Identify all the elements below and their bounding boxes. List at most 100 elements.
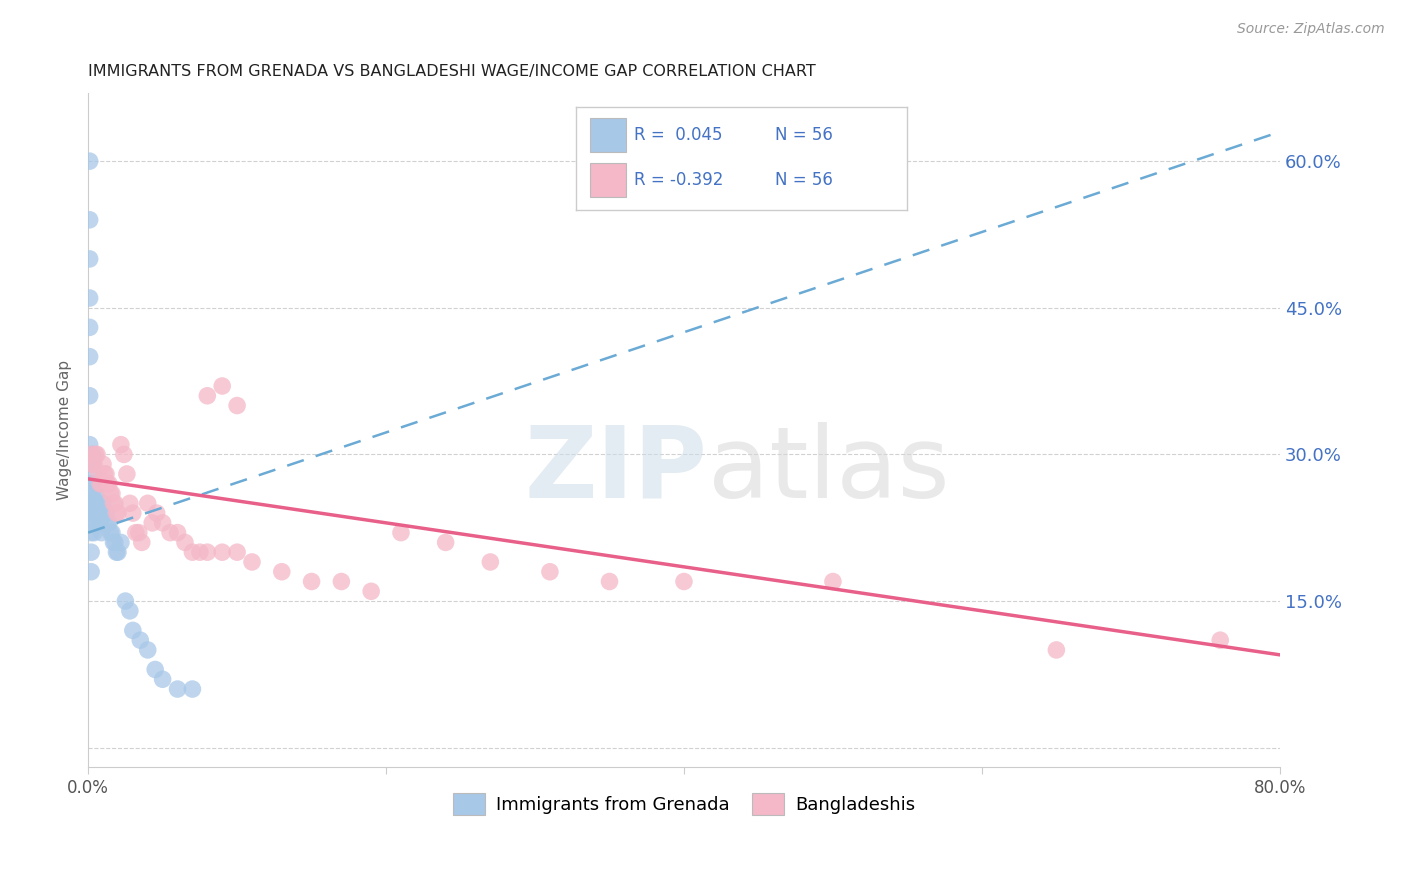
Point (90, 525, 112, 540)
Point (83, 525, 105, 540)
Point (83, 506, 105, 520)
Point (211, 545, 233, 559)
Point (91, 457, 114, 471)
Point (82, 476, 104, 491)
Point (118, 604, 141, 618)
Point (174, 535, 197, 549)
Point (538, 565, 561, 579)
Point (79, 350, 101, 364)
Point (90, 476, 112, 491)
Text: atlas: atlas (707, 422, 949, 519)
Point (80, 565, 103, 579)
Point (84, 486, 107, 500)
Point (80, 545, 103, 559)
Point (159, 525, 181, 540)
Point (1209, 633, 1232, 648)
Point (136, 496, 159, 510)
Point (195, 389, 218, 403)
Point (93, 467, 115, 481)
Point (79, 476, 101, 491)
Point (80, 447, 103, 461)
Point (80, 506, 103, 520)
Point (112, 447, 135, 461)
Point (110, 535, 132, 549)
Point (80, 516, 103, 530)
Point (145, 506, 167, 520)
Point (211, 379, 233, 393)
Point (240, 555, 263, 569)
Point (100, 525, 122, 540)
Point (89, 476, 111, 491)
Point (110, 437, 132, 451)
Point (141, 516, 163, 530)
Point (330, 574, 353, 589)
Point (80, 496, 103, 510)
Point (79, 320, 101, 334)
Point (100, 486, 122, 500)
Point (93, 506, 115, 520)
Point (479, 555, 502, 569)
Point (89, 516, 111, 530)
Point (86, 496, 108, 510)
Point (82, 457, 104, 471)
Point (82, 457, 104, 471)
Point (91, 496, 114, 510)
Point (79, 252, 101, 266)
Point (103, 496, 125, 510)
Point (195, 545, 218, 559)
Point (434, 535, 457, 549)
Point (96, 476, 118, 491)
Point (107, 545, 129, 559)
Y-axis label: Wage/Income Gap: Wage/Income Gap (58, 360, 72, 500)
Point (389, 525, 412, 540)
Point (83, 516, 105, 530)
Point (79, 291, 101, 305)
Point (104, 535, 127, 549)
Point (152, 516, 174, 530)
Point (80, 486, 103, 500)
Text: ZIP: ZIP (524, 422, 707, 519)
Point (96, 516, 118, 530)
Point (188, 545, 211, 559)
Point (83, 496, 105, 510)
Point (94, 506, 117, 520)
Point (1045, 643, 1067, 657)
Point (82, 486, 104, 500)
Text: R =  0.045: R = 0.045 (634, 127, 723, 145)
Point (103, 535, 125, 549)
Point (181, 545, 204, 559)
Point (84, 447, 107, 461)
Point (672, 574, 695, 589)
Text: IMMIGRANTS FROM GRENADA VS BANGLADESHI WAGE/INCOME GAP CORRELATION CHART: IMMIGRANTS FROM GRENADA VS BANGLADESHI W… (89, 64, 815, 79)
Bar (589, 163, 626, 197)
Point (101, 525, 124, 540)
Point (84, 496, 107, 510)
Text: Source: ZipAtlas.com: Source: ZipAtlas.com (1237, 22, 1385, 37)
Point (301, 574, 323, 589)
Point (79, 212, 101, 227)
Point (107, 506, 129, 520)
Point (598, 574, 620, 589)
Point (87, 506, 110, 520)
Point (82, 447, 104, 461)
Point (226, 545, 249, 559)
Text: N = 56: N = 56 (775, 171, 832, 189)
Point (143, 663, 166, 677)
Point (114, 594, 136, 608)
Point (121, 506, 143, 520)
Text: N = 56: N = 56 (775, 127, 832, 145)
Point (98, 516, 121, 530)
Point (129, 633, 152, 648)
Point (115, 467, 138, 481)
Point (104, 496, 127, 510)
Point (226, 399, 249, 413)
Point (79, 389, 101, 403)
Point (94, 467, 117, 481)
Point (80, 525, 103, 540)
Point (152, 673, 174, 687)
Point (98, 476, 121, 491)
Point (131, 535, 153, 549)
Point (136, 643, 159, 657)
Point (87, 516, 110, 530)
Point (118, 496, 141, 510)
